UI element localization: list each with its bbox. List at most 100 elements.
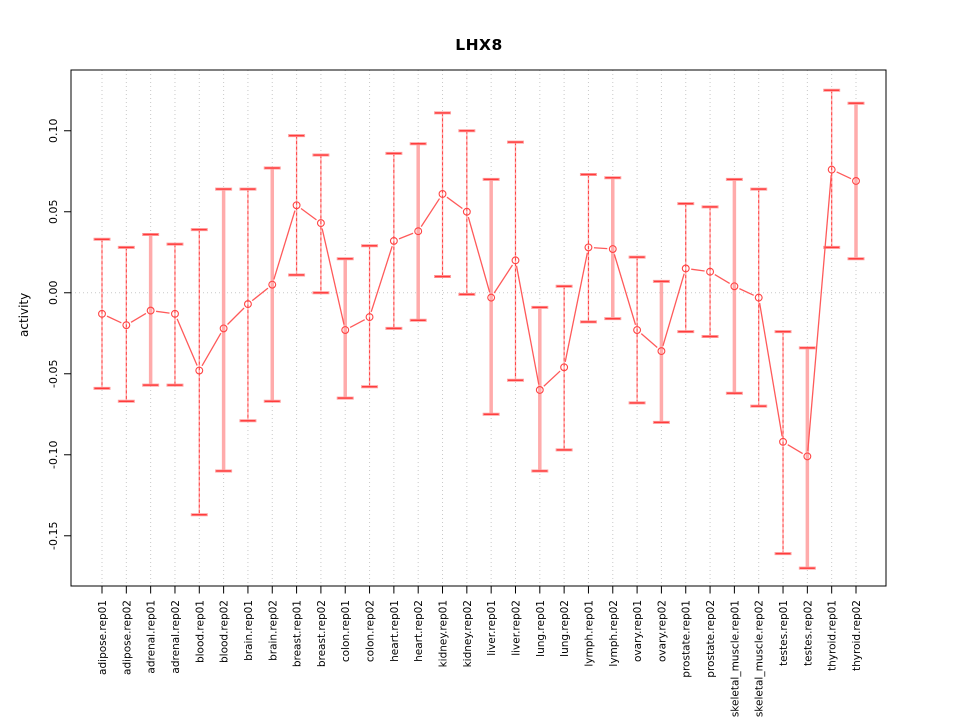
data-point bbox=[341, 326, 350, 334]
data-point bbox=[98, 309, 106, 318]
data-point bbox=[219, 324, 228, 333]
series-line-segment bbox=[593, 247, 608, 250]
data-point bbox=[511, 256, 520, 265]
data-point bbox=[535, 386, 544, 394]
data-point bbox=[365, 313, 374, 322]
series-line-segment bbox=[613, 254, 637, 325]
data-point bbox=[560, 363, 569, 372]
x-tick-label: adrenal.rep02 bbox=[170, 600, 182, 674]
x-tick-label: colon.rep01 bbox=[340, 600, 352, 662]
x-tick-label: ovary.rep02 bbox=[656, 600, 668, 662]
series-line-segment bbox=[739, 288, 754, 296]
data-point bbox=[487, 293, 496, 302]
y-tick-label: 0.10 bbox=[47, 119, 60, 144]
series-line-segment bbox=[300, 208, 317, 221]
y-tick-label: -0.05 bbox=[47, 360, 60, 388]
series-line-segment bbox=[691, 268, 705, 272]
x-tick-label: heart.rep02 bbox=[413, 600, 425, 662]
x-tick-label: prostate.rep02 bbox=[705, 600, 717, 678]
x-tick-label: kidney.rep02 bbox=[462, 600, 474, 667]
data-point bbox=[316, 219, 325, 228]
x-tick-label: breast.rep02 bbox=[316, 600, 328, 667]
y-tick-label: -0.10 bbox=[47, 441, 60, 469]
series-line-segment bbox=[714, 273, 731, 285]
data-point bbox=[438, 189, 447, 198]
x-tick-label: testes.rep01 bbox=[778, 600, 790, 666]
x-tick-label: adipose.rep02 bbox=[121, 600, 133, 675]
series-line-segment bbox=[493, 264, 514, 294]
series-line-segment bbox=[420, 198, 441, 227]
data-point bbox=[122, 321, 131, 330]
y-axis-label: activity bbox=[17, 292, 31, 337]
series-line-segment bbox=[543, 370, 561, 387]
data-point bbox=[633, 326, 642, 334]
x-tick-label: skeletal_muscle.rep02 bbox=[754, 600, 766, 717]
series-line-segment bbox=[370, 245, 393, 313]
x-tick-label: liver.rep01 bbox=[486, 600, 498, 656]
series-line-segment bbox=[273, 210, 296, 280]
y-tick-label: -0.15 bbox=[47, 522, 60, 550]
series-line-segment bbox=[349, 319, 366, 329]
data-point bbox=[292, 201, 301, 210]
data-point bbox=[730, 282, 739, 291]
data-point bbox=[171, 309, 179, 318]
data-point bbox=[389, 236, 398, 245]
data-point bbox=[779, 437, 787, 446]
data-point bbox=[462, 207, 471, 216]
data-point bbox=[146, 306, 155, 315]
x-tick-label: brain.rep01 bbox=[243, 600, 255, 661]
series-line-segment bbox=[446, 196, 463, 210]
x-tick-label: thyroid.rep02 bbox=[851, 600, 863, 671]
series-line-segment bbox=[467, 216, 491, 293]
data-point bbox=[754, 293, 763, 302]
y-tick-label: 0.00 bbox=[47, 281, 60, 306]
x-tick-label: blood.rep02 bbox=[219, 600, 231, 663]
series-line-segment bbox=[251, 287, 269, 302]
x-tick-label: heart.rep01 bbox=[389, 600, 401, 662]
series-line-segment bbox=[787, 444, 803, 455]
x-tick-label: blood.rep01 bbox=[194, 600, 206, 663]
x-tick-label: colon.rep02 bbox=[365, 600, 377, 662]
series-line-segment bbox=[227, 307, 245, 325]
series-line-segment bbox=[130, 312, 147, 323]
x-tick-label: liver.rep02 bbox=[510, 600, 522, 656]
x-tick-label: kidney.rep01 bbox=[438, 600, 450, 667]
x-tick-label: adipose.rep01 bbox=[97, 600, 109, 675]
data-point bbox=[195, 366, 204, 375]
x-tick-label: lymph.rep02 bbox=[608, 600, 620, 667]
data-point bbox=[414, 227, 423, 236]
x-tick-label: prostate.rep01 bbox=[681, 600, 693, 678]
data-point bbox=[827, 165, 836, 174]
x-tick-label: lung.rep02 bbox=[559, 600, 571, 657]
series-line-segment bbox=[807, 175, 832, 451]
series-line-segment bbox=[156, 310, 170, 314]
data-point bbox=[681, 264, 690, 273]
x-tick-label: breast.rep01 bbox=[292, 600, 304, 667]
x-tick-label: testes.rep02 bbox=[802, 600, 814, 666]
x-tick-label: adrenal.rep01 bbox=[146, 600, 158, 674]
data-point bbox=[243, 300, 252, 309]
series-line-segment bbox=[836, 171, 852, 180]
series-line-segment bbox=[758, 302, 783, 437]
x-tick-label: brain.rep02 bbox=[267, 600, 279, 661]
y-tick-label: 0.05 bbox=[47, 200, 60, 225]
data-point bbox=[584, 243, 593, 252]
data-point bbox=[706, 267, 715, 276]
series-line-segment bbox=[564, 252, 588, 363]
chart-title: LHX8 bbox=[455, 36, 503, 54]
series-line-segment bbox=[662, 273, 685, 346]
x-tick-label: thyroid.rep01 bbox=[827, 600, 839, 671]
x-tick-label: lung.rep01 bbox=[535, 600, 547, 657]
series-line-segment bbox=[106, 315, 122, 324]
series-line-segment bbox=[515, 265, 540, 385]
series-line-segment bbox=[321, 228, 345, 325]
series-line-segment bbox=[640, 333, 658, 348]
series-line-segment bbox=[398, 232, 414, 240]
data-point bbox=[268, 280, 277, 289]
data-point bbox=[608, 245, 617, 253]
x-tick-label: skeletal_muscle.rep01 bbox=[729, 600, 741, 717]
x-tick-label: ovary.rep01 bbox=[632, 600, 644, 662]
x-tick-label: lymph.rep01 bbox=[583, 600, 595, 667]
